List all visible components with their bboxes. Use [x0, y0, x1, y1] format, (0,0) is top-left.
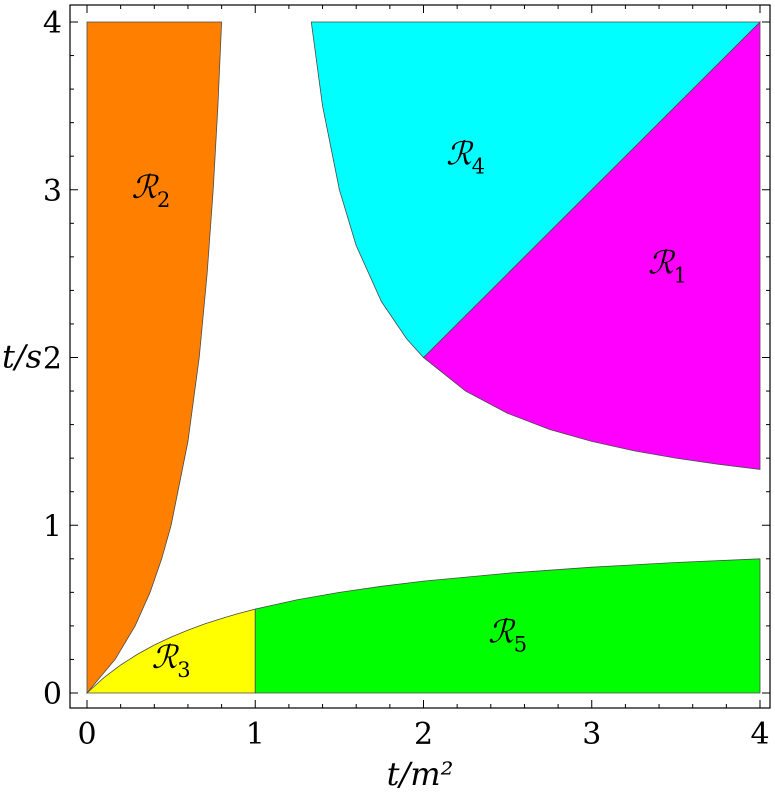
region-label-r5: ℛ5 [488, 613, 527, 657]
x-tick-label: 0 [77, 717, 96, 752]
region-r5 [254, 558, 761, 694]
region-label-main: ℛ [648, 244, 676, 282]
region-label-subscript: 3 [177, 658, 190, 682]
region-label-main: ℛ [488, 613, 516, 651]
x-tick-label: 4 [750, 717, 769, 752]
region-label-subscript: 5 [514, 633, 527, 657]
region-label-r1: ℛ1 [648, 244, 687, 288]
y-tick-label: 1 [43, 509, 62, 544]
region-label-subscript: 4 [472, 155, 485, 179]
region-r2 [86, 21, 223, 695]
region-label-r3: ℛ3 [152, 638, 191, 682]
regions-layer [85, 21, 761, 695]
ticks-layer: 0 1 2 3 4 0 1 2 3 4 [43, 5, 770, 752]
x-tick-label: 3 [582, 717, 601, 752]
region-label-main: ℛ [446, 135, 474, 173]
region-label-r2: ℛ2 [131, 168, 170, 212]
y-tick-label: 4 [43, 6, 62, 41]
x-tick-label: 2 [414, 717, 433, 752]
region-r4 [310, 21, 761, 359]
x-axis-label: t/m² [387, 755, 454, 793]
region-label-r4: ℛ4 [446, 135, 485, 179]
y-axis-label: t/s [2, 338, 42, 376]
region-r1 [422, 21, 761, 470]
y-tick-label: 0 [43, 677, 62, 712]
plot-frame [69, 4, 771, 709]
x-tick-label: 1 [246, 717, 265, 752]
region-label-subscript: 1 [674, 264, 687, 288]
y-tick-label: 3 [43, 174, 62, 209]
region-label-main: ℛ [152, 638, 180, 676]
region-label-main: ℛ [131, 168, 159, 206]
y-tick-label: 2 [43, 342, 62, 377]
region-label-subscript: 2 [157, 188, 170, 212]
